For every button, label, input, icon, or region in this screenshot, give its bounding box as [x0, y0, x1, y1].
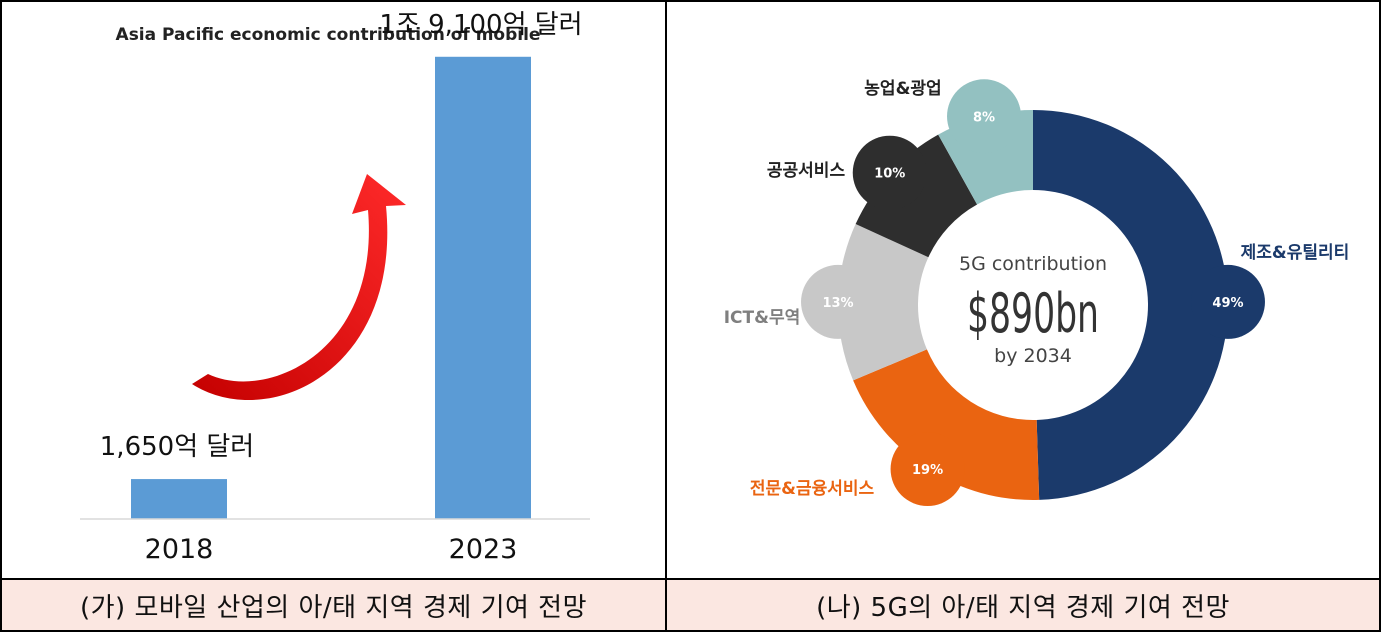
- donut-center-line2: by 2034: [994, 345, 1072, 367]
- donut-slice-category-label: 전문&금융서비스: [750, 479, 875, 499]
- donut-slice-pct-label: 8%: [973, 110, 995, 125]
- donut-slice-group: 13% ICT&무역: [724, 223, 929, 381]
- donut-slice-group: 49% 제조&유틸리티: [1033, 110, 1349, 500]
- donut-slice-pct-label: 49%: [1212, 296, 1243, 311]
- donut-slice-pct-label: 19%: [912, 463, 943, 478]
- donut-slice-bubble: [1190, 264, 1265, 339]
- donut-slice: [1033, 110, 1228, 500]
- donut-slice-category-label: 공공서비스: [767, 161, 846, 181]
- donut-slice-bubble: [852, 135, 927, 210]
- donut-center-value: $890bn: [967, 282, 1099, 345]
- growth-arrow: [192, 174, 406, 401]
- bar-2023: [435, 56, 531, 519]
- donut-slice: [838, 223, 929, 381]
- donut-slice-group: 8% 농업&광업: [864, 79, 1033, 205]
- bar-data-label: 1,650억 달러: [100, 432, 254, 462]
- caption-left: (가) 모바일 산업의 아/태 지역 경제 기여 전망: [2, 580, 665, 630]
- donut-slice-group: 10% 공공서비스: [767, 134, 978, 258]
- donut-slice-group: 19% 전문&금융서비스: [750, 349, 1040, 507]
- bar-chart: Asia Pacific economic contribution of mo…: [80, 10, 590, 565]
- x-tick-label: 2018: [145, 534, 214, 565]
- bar-data-label: 1조 9,100억 달러: [379, 10, 582, 40]
- donut-chart: 49% 제조&유틸리티 19% 전문&금융서비스 13% ICT&무역 10% 공공서비스 8%…: [724, 79, 1349, 507]
- donut-slice-pct-label: 13%: [822, 296, 853, 311]
- panel-divider: [665, 0, 667, 632]
- donut-slice-bubble: [801, 264, 876, 339]
- caption-right: (나) 5G의 아/태 지역 경제 기여 전망: [667, 580, 1379, 630]
- bar-2018: [131, 479, 227, 519]
- donut-hole: [919, 191, 1147, 419]
- donut-slice-category-label: ICT&무역: [724, 308, 801, 328]
- donut-slice-pct-label: 10%: [874, 167, 905, 182]
- donut-slice-bubble: [947, 79, 1022, 154]
- donut-slice-category-label: 농업&광업: [864, 79, 941, 99]
- donut-slice-category-label: 제조&유틸리티: [1241, 242, 1350, 263]
- donut-center-line1: 5G contribution: [959, 253, 1107, 275]
- caption-divider: [0, 578, 1381, 580]
- bar-chart-title: Asia Pacific economic contribution of mo…: [116, 25, 541, 45]
- donut-slice-bubble: [890, 432, 965, 507]
- x-tick-label: 2023: [449, 534, 518, 565]
- donut-slice: [853, 349, 1040, 500]
